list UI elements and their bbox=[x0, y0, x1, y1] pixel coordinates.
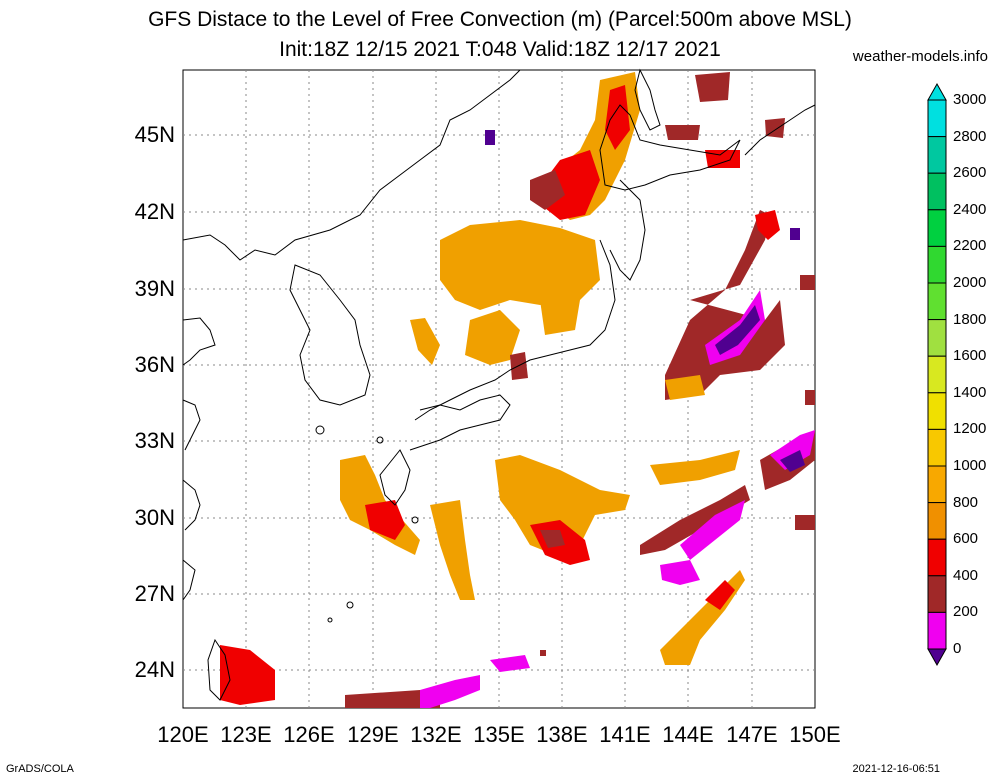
map-subtitle: Init:18Z 12/15 2021 T:048 Valid:18Z 12/1… bbox=[279, 38, 721, 61]
lat-label-24n: 24N bbox=[134, 657, 175, 682]
lon-label-150e: 150E bbox=[789, 722, 841, 747]
map-title: GFS Distace to the Level of Free Convect… bbox=[148, 8, 852, 31]
legend-arrow-top bbox=[927, 82, 947, 101]
legend-label: 1400 bbox=[953, 383, 987, 401]
legend-label: 2800 bbox=[953, 127, 987, 145]
legend-label: 2200 bbox=[953, 237, 987, 255]
legend-box bbox=[927, 136, 947, 174]
lon-label-144e: 144E bbox=[662, 722, 714, 747]
lon-label-138e: 138E bbox=[536, 722, 588, 747]
lat-label-30n: 30N bbox=[134, 505, 175, 530]
lon-label-135e: 135E bbox=[473, 722, 525, 747]
legend-label: 1000 bbox=[953, 457, 987, 474]
footer-timestamp: 2021-12-16-06:51 bbox=[852, 763, 940, 775]
legend-box bbox=[927, 611, 947, 650]
legend-label: 0 bbox=[953, 640, 962, 657]
footer-software: GrADS/COLA bbox=[6, 763, 74, 775]
legend-box bbox=[927, 319, 947, 357]
legend-box bbox=[927, 245, 947, 284]
lat-label-39n: 39N bbox=[134, 276, 175, 301]
legend-box bbox=[927, 538, 947, 577]
lat-label-27n: 27N bbox=[134, 581, 175, 606]
lat-label-33n: 33N bbox=[134, 428, 175, 453]
coastlines bbox=[182, 68, 816, 701]
legend-box bbox=[927, 209, 947, 247]
legend-box bbox=[927, 428, 947, 467]
legend-colorbar bbox=[927, 82, 947, 667]
legend-label: 1600 bbox=[953, 347, 987, 365]
lon-label-147e: 147E bbox=[726, 722, 778, 747]
lfc-field-shading bbox=[220, 72, 815, 708]
legend-box bbox=[927, 99, 947, 138]
legend-label: 1200 bbox=[953, 420, 987, 438]
legend-label: 1800 bbox=[953, 310, 987, 328]
lon-label-120e: 120E bbox=[157, 722, 209, 747]
legend-box bbox=[927, 392, 947, 430]
lon-label-141e: 141E bbox=[599, 722, 651, 747]
legend-label: 200 bbox=[953, 603, 979, 621]
legend-box bbox=[927, 575, 947, 613]
lat-label-36n: 36N bbox=[134, 352, 175, 377]
source-credit: weather-models.info bbox=[852, 48, 988, 65]
legend-box bbox=[927, 355, 947, 394]
legend-box bbox=[927, 502, 947, 540]
legend-arrow-bottom bbox=[927, 648, 947, 667]
legend-label: 2600 bbox=[953, 164, 987, 182]
legend-label: 600 bbox=[953, 530, 979, 548]
legend-label: 400 bbox=[953, 566, 979, 584]
lon-label-126e: 126E bbox=[283, 722, 335, 747]
legend-label: 2400 bbox=[953, 200, 987, 218]
legend-label: 2000 bbox=[953, 274, 987, 291]
legend-box bbox=[927, 465, 947, 504]
legend-box bbox=[927, 172, 947, 211]
legend-label: 800 bbox=[953, 493, 979, 511]
legend-label: 3000 bbox=[953, 91, 987, 108]
lat-label-42n: 42N bbox=[134, 199, 175, 224]
lat-label-45n: 45N bbox=[134, 122, 175, 147]
lon-label-129e: 129E bbox=[347, 722, 399, 747]
lon-label-123e: 123E bbox=[220, 722, 272, 747]
lon-label-132e: 132E bbox=[410, 722, 462, 747]
legend-box bbox=[927, 282, 947, 321]
